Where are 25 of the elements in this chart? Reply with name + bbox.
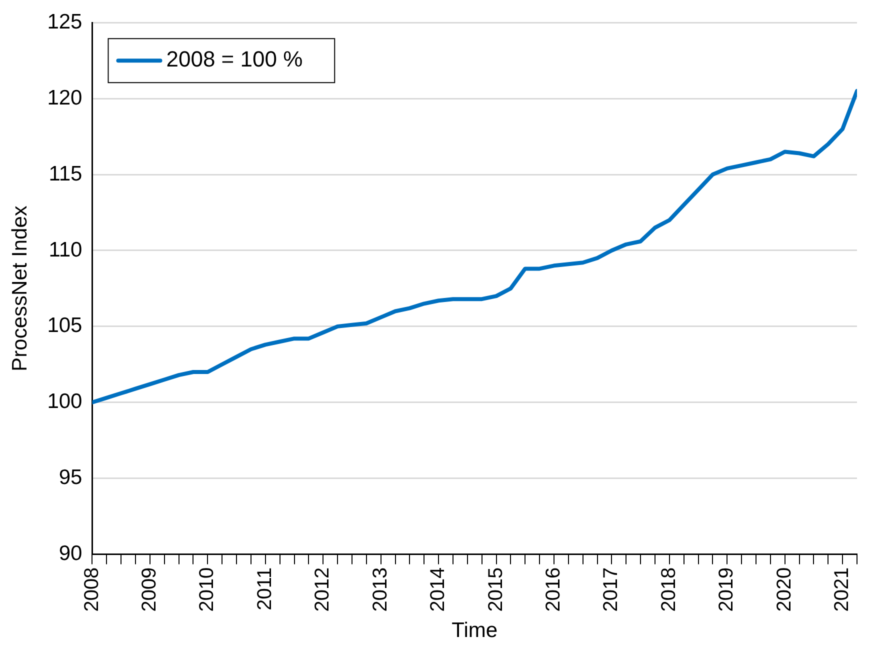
y-tick-label: 120 [47,86,82,110]
x-tick-label: 2020 [773,567,796,612]
y-tick-label: 110 [48,238,82,262]
x-tick-label: 2014 [427,567,450,612]
x-tick-label: 2011 [254,567,276,610]
y-tick-label: 105 [47,314,82,338]
x-axis-title: Time [452,619,498,642]
y-axis-title: ProcessNet Index [8,205,32,372]
x-tick-label: 2016 [542,567,564,612]
x-tick-label: 2009 [138,567,160,612]
y-tick-label: 90 [58,542,82,566]
y-tick-label: 115 [48,162,82,186]
x-tick-label: 2008 [80,567,103,612]
y-tick-label: 95 [58,466,82,490]
x-tick-label: 2013 [369,567,392,612]
x-tick-label: 2015 [484,567,507,612]
x-tick-label: 2010 [196,567,218,612]
x-tick-label: 2018 [658,567,680,612]
legend-label: 2008 = 100 % [166,46,303,72]
y-tick-label: 100 [47,390,82,414]
y-tick-label: 125 [47,10,82,34]
x-tick-label: 2017 [600,567,622,612]
x-tick-label: 2012 [312,567,334,612]
x-tick-label: 2021 [831,567,854,612]
x-tick-label: 2019 [716,567,738,612]
